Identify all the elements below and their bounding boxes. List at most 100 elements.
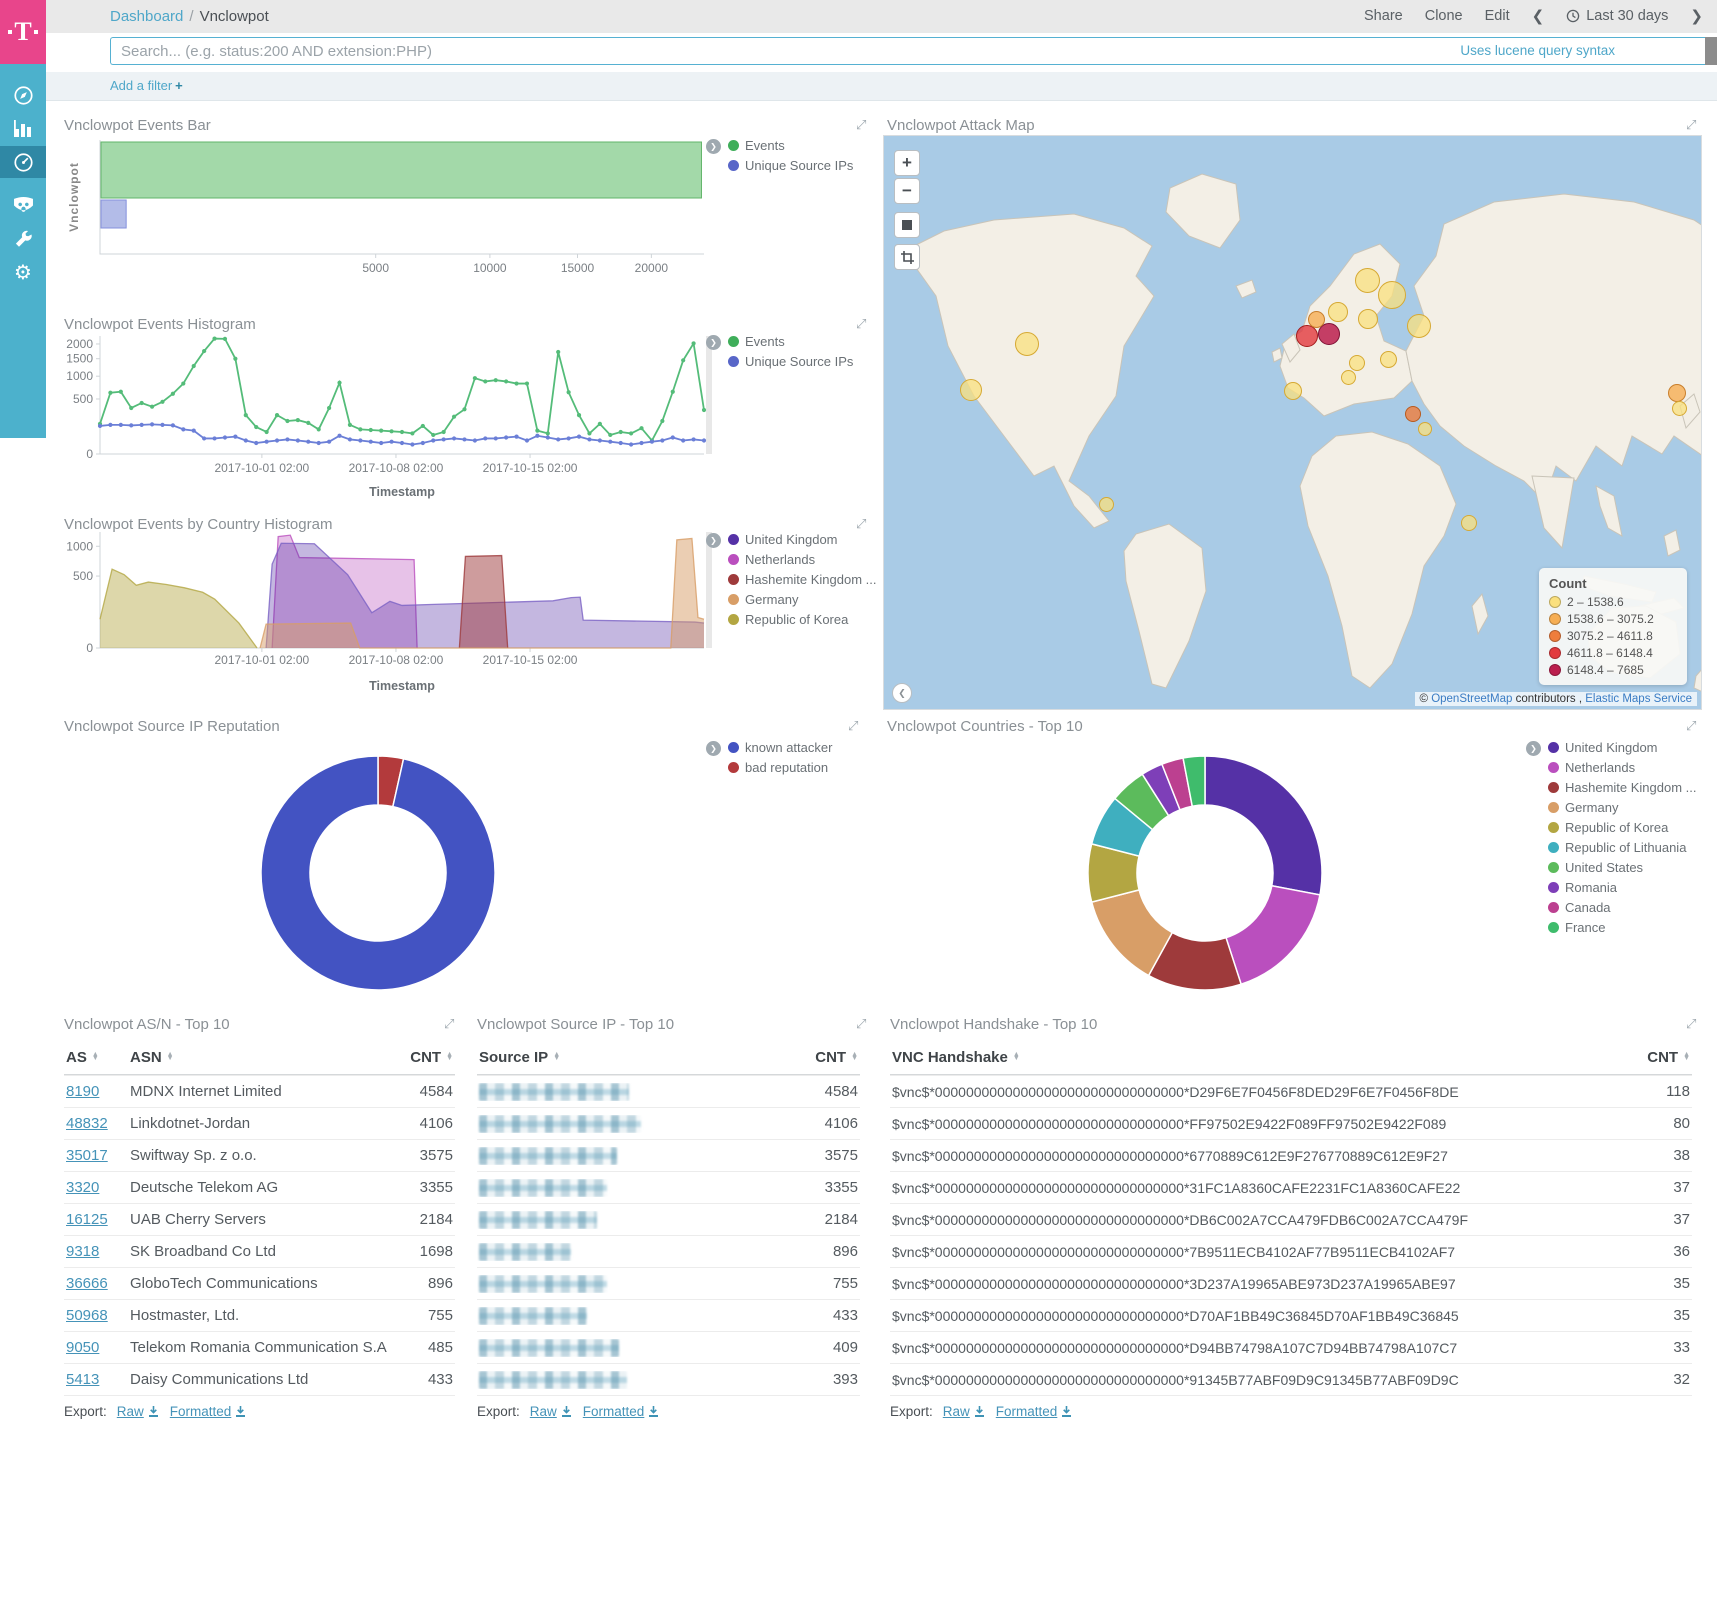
legend-item[interactable]: Romania — [1548, 880, 1697, 895]
legend-item[interactable]: United Kingdom — [728, 532, 877, 547]
donut-slice-france[interactable] — [1182, 755, 1206, 808]
sidebar-item-management[interactable]: ⚙ — [0, 256, 46, 290]
edit-button[interactable]: Edit — [1484, 8, 1510, 24]
elastic-maps-link[interactable]: Elastic Maps Service — [1585, 693, 1692, 705]
clone-button[interactable]: Clone — [1424, 8, 1463, 24]
sort-icon[interactable]: ▲ ▼ — [851, 1050, 858, 1062]
legend-item[interactable]: Unique Source IPs — [728, 354, 853, 369]
column-header[interactable]: CNT ▲ ▼ — [410, 1048, 453, 1066]
column-header[interactable]: Source IP ▲ ▼ — [479, 1048, 561, 1066]
breadcrumb-dashboard-link[interactable]: Dashboard — [110, 8, 184, 25]
expand-icon[interactable]: ⤢ — [1686, 1016, 1697, 1031]
sidebar-item-discover[interactable] — [0, 78, 46, 112]
export-formatted-link[interactable]: Formatted — [996, 1404, 1074, 1419]
legend-item[interactable]: United States — [1548, 860, 1697, 875]
column-header[interactable]: CNT ▲ ▼ — [815, 1048, 858, 1066]
as-link[interactable]: 50968 — [66, 1307, 108, 1324]
export-raw-link[interactable]: Raw — [117, 1404, 160, 1419]
as-link[interactable]: 48832 — [66, 1115, 108, 1132]
share-button[interactable]: Share — [1364, 8, 1403, 24]
expand-icon[interactable]: ⤢ — [1686, 718, 1697, 733]
legend-toggle-icon[interactable]: ❯ — [706, 741, 721, 756]
column-header[interactable]: ASN ▲ ▼ — [130, 1048, 174, 1066]
events-bar-chart[interactable]: 5000 10000 15000 20000 Vnclowpot — [64, 134, 712, 304]
legend-item[interactable]: Events — [728, 334, 853, 349]
sidebar-item-dashboard[interactable] — [0, 146, 46, 178]
expand-icon[interactable]: ⤢ — [856, 516, 867, 531]
legend-item[interactable]: Germany — [1548, 800, 1697, 815]
legend-toggle-icon[interactable]: ❯ — [1526, 741, 1541, 756]
sort-icon[interactable]: ▲ ▼ — [446, 1050, 453, 1062]
legend-item[interactable]: Unique Source IPs — [728, 158, 853, 173]
legend-toggle-icon[interactable]: ❯ — [706, 139, 721, 154]
sort-icon[interactable]: ▲ ▼ — [1012, 1050, 1020, 1062]
as-link[interactable]: 9050 — [66, 1339, 100, 1356]
as-link[interactable]: 8190 — [66, 1083, 100, 1100]
legend-toggle-icon[interactable]: ❯ — [706, 533, 721, 548]
export-formatted-link[interactable]: Formatted — [170, 1404, 248, 1419]
legend-item[interactable]: Canada — [1548, 900, 1697, 915]
sidebar-item-visualize[interactable] — [0, 112, 46, 146]
map-zoom-out-button[interactable]: − — [894, 178, 920, 204]
legend-item[interactable]: Republic of Korea — [1548, 820, 1697, 835]
legend-item[interactable]: Hashemite Kingdom ... — [728, 572, 877, 587]
expand-icon[interactable]: ⤢ — [856, 117, 867, 132]
expand-icon[interactable]: ⤢ — [1686, 117, 1697, 132]
attack-map[interactable]: + − Count 2 – 1538.6 1538.6 – 3075.2 3075.… — [883, 135, 1702, 710]
add-filter-button[interactable]: Add a filter + — [110, 78, 183, 93]
column-header[interactable]: CNT ▲ ▼ — [1647, 1048, 1690, 1066]
search-input[interactable] — [110, 37, 1705, 65]
map-zoom-in-button[interactable]: + — [894, 150, 920, 176]
sort-icon[interactable]: ▲ ▼ — [166, 1050, 174, 1062]
export-raw-link[interactable]: Raw — [530, 1404, 573, 1419]
export-formatted-link[interactable]: Formatted — [583, 1404, 661, 1419]
lucene-syntax-link[interactable]: Uses lucene query syntax — [1460, 43, 1615, 58]
donut-slice-known-attacker[interactable] — [260, 755, 496, 991]
legend-item[interactable]: Germany — [728, 592, 877, 607]
as-link[interactable]: 35017 — [66, 1147, 108, 1164]
expand-icon[interactable]: ⤢ — [848, 718, 859, 733]
sidebar-item-dev-tools[interactable] — [0, 222, 46, 256]
legend-item[interactable]: France — [1548, 920, 1697, 935]
sidebar-item-timelion[interactable] — [0, 188, 46, 222]
legend-item[interactable]: Netherlands — [1548, 760, 1697, 775]
legend-item[interactable]: Republic of Lithuania — [1548, 840, 1697, 855]
as-link[interactable]: 16125 — [66, 1211, 108, 1228]
search-button[interactable] — [1705, 37, 1717, 65]
donut-slice-netherlands[interactable] — [1225, 884, 1321, 986]
expand-icon[interactable]: ⤢ — [444, 1016, 455, 1031]
legend-item[interactable]: bad reputation — [728, 760, 832, 775]
sort-icon[interactable]: ▲ ▼ — [553, 1050, 561, 1062]
map-draw-filter-button[interactable] — [894, 244, 920, 270]
sort-icon[interactable]: ▲ ▼ — [91, 1050, 99, 1062]
column-header[interactable]: VNC Handshake ▲ ▼ — [892, 1048, 1020, 1066]
as-link[interactable]: 3320 — [66, 1179, 100, 1196]
sort-icon[interactable]: ▲ ▼ — [1683, 1050, 1690, 1062]
map-attribution-toggle[interactable]: ❮ — [892, 683, 912, 703]
legend-item[interactable]: Events — [728, 138, 853, 153]
country-histogram-chart[interactable]: 0 500 1000 2017-10-01 02:00 2017-10-08 02:00… — [64, 528, 712, 704]
donut-slice-united-kingdom[interactable] — [1204, 755, 1323, 896]
expand-icon[interactable]: ⤢ — [856, 1016, 867, 1031]
as-link[interactable]: 9318 — [66, 1243, 100, 1260]
export-raw-link[interactable]: Raw — [943, 1404, 986, 1419]
legend-toggle-icon[interactable]: ❯ — [706, 335, 721, 350]
as-link[interactable]: 5413 — [66, 1371, 100, 1388]
legend-item[interactable]: Republic of Korea — [728, 612, 877, 627]
countries-donut-chart[interactable] — [1074, 742, 1336, 1004]
legend-item[interactable]: known attacker — [728, 740, 832, 755]
legend-item[interactable]: Netherlands — [728, 552, 877, 567]
column-header[interactable]: AS ▲ ▼ — [66, 1048, 99, 1066]
map-fit-extent-button[interactable] — [894, 212, 920, 238]
time-range-picker[interactable]: Last 30 days — [1566, 8, 1668, 24]
legend-item[interactable]: Hashemite Kingdom ... — [1548, 780, 1697, 795]
legend-item[interactable]: United Kingdom — [1548, 740, 1697, 755]
as-link[interactable]: 36666 — [66, 1275, 108, 1292]
openstreetmap-link[interactable]: OpenStreetMap — [1431, 693, 1513, 705]
time-forward-icon[interactable]: ❯ — [1690, 8, 1703, 25]
telekom-logo[interactable]: T — [0, 0, 46, 64]
time-back-icon[interactable]: ❮ — [1531, 8, 1545, 25]
expand-icon[interactable]: ⤢ — [856, 316, 867, 331]
reputation-donut-chart[interactable] — [247, 742, 509, 1004]
